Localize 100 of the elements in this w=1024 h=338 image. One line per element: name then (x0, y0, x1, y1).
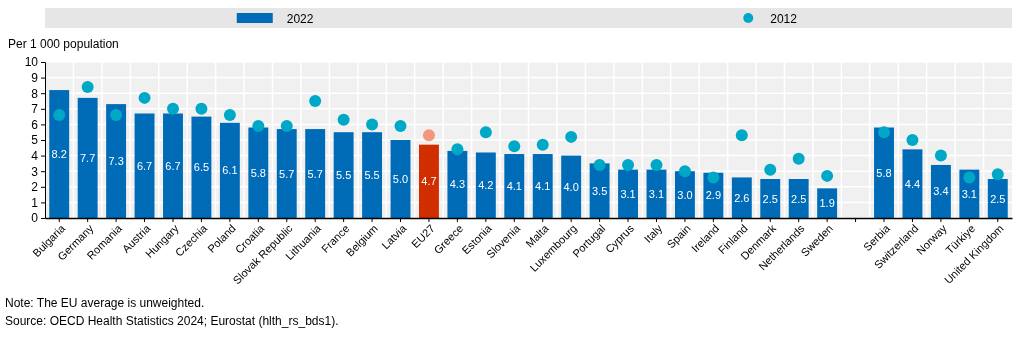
y-axis-title: Per 1 000 population (8, 37, 119, 51)
point (53, 109, 66, 122)
bar (447, 150, 468, 218)
x-tick-label: Italy (641, 221, 665, 245)
point (166, 102, 179, 115)
data-label: 2.5 (990, 192, 1006, 205)
point (678, 165, 691, 178)
point (508, 140, 521, 153)
bar (163, 113, 183, 218)
point (81, 80, 94, 93)
point (309, 95, 322, 107)
bar (191, 116, 212, 218)
bar (219, 122, 240, 218)
y-tick-label: 9 (31, 70, 39, 85)
point (878, 126, 891, 139)
bar (618, 169, 638, 218)
data-label: 5.7 (307, 167, 323, 180)
bar (276, 129, 297, 218)
data-label: 2.9 (705, 189, 722, 202)
bar (333, 132, 354, 218)
point (707, 171, 720, 184)
point (110, 109, 123, 122)
bar (390, 140, 411, 218)
data-label: 2.5 (762, 192, 778, 205)
data-label: 3.1 (961, 187, 977, 200)
data-label: 1.9 (819, 197, 835, 210)
y-tick-label: 6 (31, 117, 39, 132)
data-label: 4.2 (478, 179, 494, 192)
data-label: 5.5 (364, 169, 380, 182)
bar (987, 179, 1008, 218)
y-tick-label: 7 (31, 102, 39, 117)
data-label: 5.0 (392, 173, 409, 185)
data-label: 5.7 (279, 167, 295, 180)
data-label: 8.2 (51, 148, 67, 161)
data-label: 5.8 (876, 166, 892, 179)
point (622, 158, 635, 171)
data-label: 5.5 (335, 169, 352, 182)
bar (874, 127, 894, 218)
point (366, 118, 379, 131)
y-tick-label: 10 (24, 55, 39, 70)
data-label: 6.7 (136, 159, 153, 172)
bar (731, 177, 752, 218)
data-label: 3.4 (933, 185, 949, 198)
bar (475, 152, 496, 218)
data-label: 2.6 (734, 191, 750, 204)
y-tick-label: 8 (31, 86, 39, 101)
point (593, 158, 606, 171)
bar (77, 97, 98, 218)
data-label: 7.7 (80, 151, 96, 164)
y-tick-label: 4 (31, 148, 39, 163)
point (223, 109, 236, 122)
point (195, 102, 208, 115)
point (451, 143, 464, 156)
point (394, 119, 407, 132)
point (934, 149, 947, 162)
point (138, 91, 151, 104)
data-label: 4.4 (904, 177, 921, 190)
source-note: Source: OECD Health Statistics 2024; Eurostat (hlth_rs_bds1). (5, 314, 339, 328)
point (963, 171, 976, 184)
bar (49, 90, 70, 218)
data-label: 7.3 (108, 155, 124, 168)
data-label: 6.7 (165, 159, 181, 172)
point (337, 113, 350, 126)
bar (561, 155, 582, 218)
data-label: 3.1 (648, 187, 665, 200)
bar (902, 149, 923, 218)
bar (817, 188, 838, 218)
data-label: 4.3 (449, 178, 466, 191)
y-tick-label: 2 (31, 180, 39, 195)
bar (305, 129, 326, 218)
point (735, 129, 748, 142)
data-label: 4.1 (506, 180, 522, 193)
point (252, 119, 265, 132)
legend-label: 2012 (770, 12, 798, 26)
data-label: 5.8 (250, 166, 266, 179)
data-label: 3.1 (620, 187, 636, 200)
data-label: 6.5 (193, 161, 210, 174)
data-label: 3.5 (591, 184, 608, 197)
y-tick-label: 3 (31, 164, 39, 179)
point (422, 129, 435, 142)
point (280, 119, 293, 132)
legend-label: 2022 (286, 12, 314, 26)
data-label: 6.1 (222, 164, 238, 177)
bar (504, 154, 525, 218)
point (565, 130, 578, 143)
point (479, 126, 492, 139)
bar (419, 144, 439, 218)
point (764, 163, 777, 176)
point (906, 134, 919, 146)
text: Note: The EU average is unweighted. (5, 296, 205, 310)
bar (930, 164, 951, 218)
data-label: 2.5 (791, 192, 807, 205)
point (792, 152, 805, 165)
data-label: 3.0 (677, 188, 693, 201)
bar (248, 127, 269, 218)
point (650, 158, 663, 171)
bar (106, 104, 127, 218)
data-label: 4.1 (535, 180, 551, 193)
y-tick-label: 5 (31, 133, 39, 148)
point (536, 138, 549, 151)
